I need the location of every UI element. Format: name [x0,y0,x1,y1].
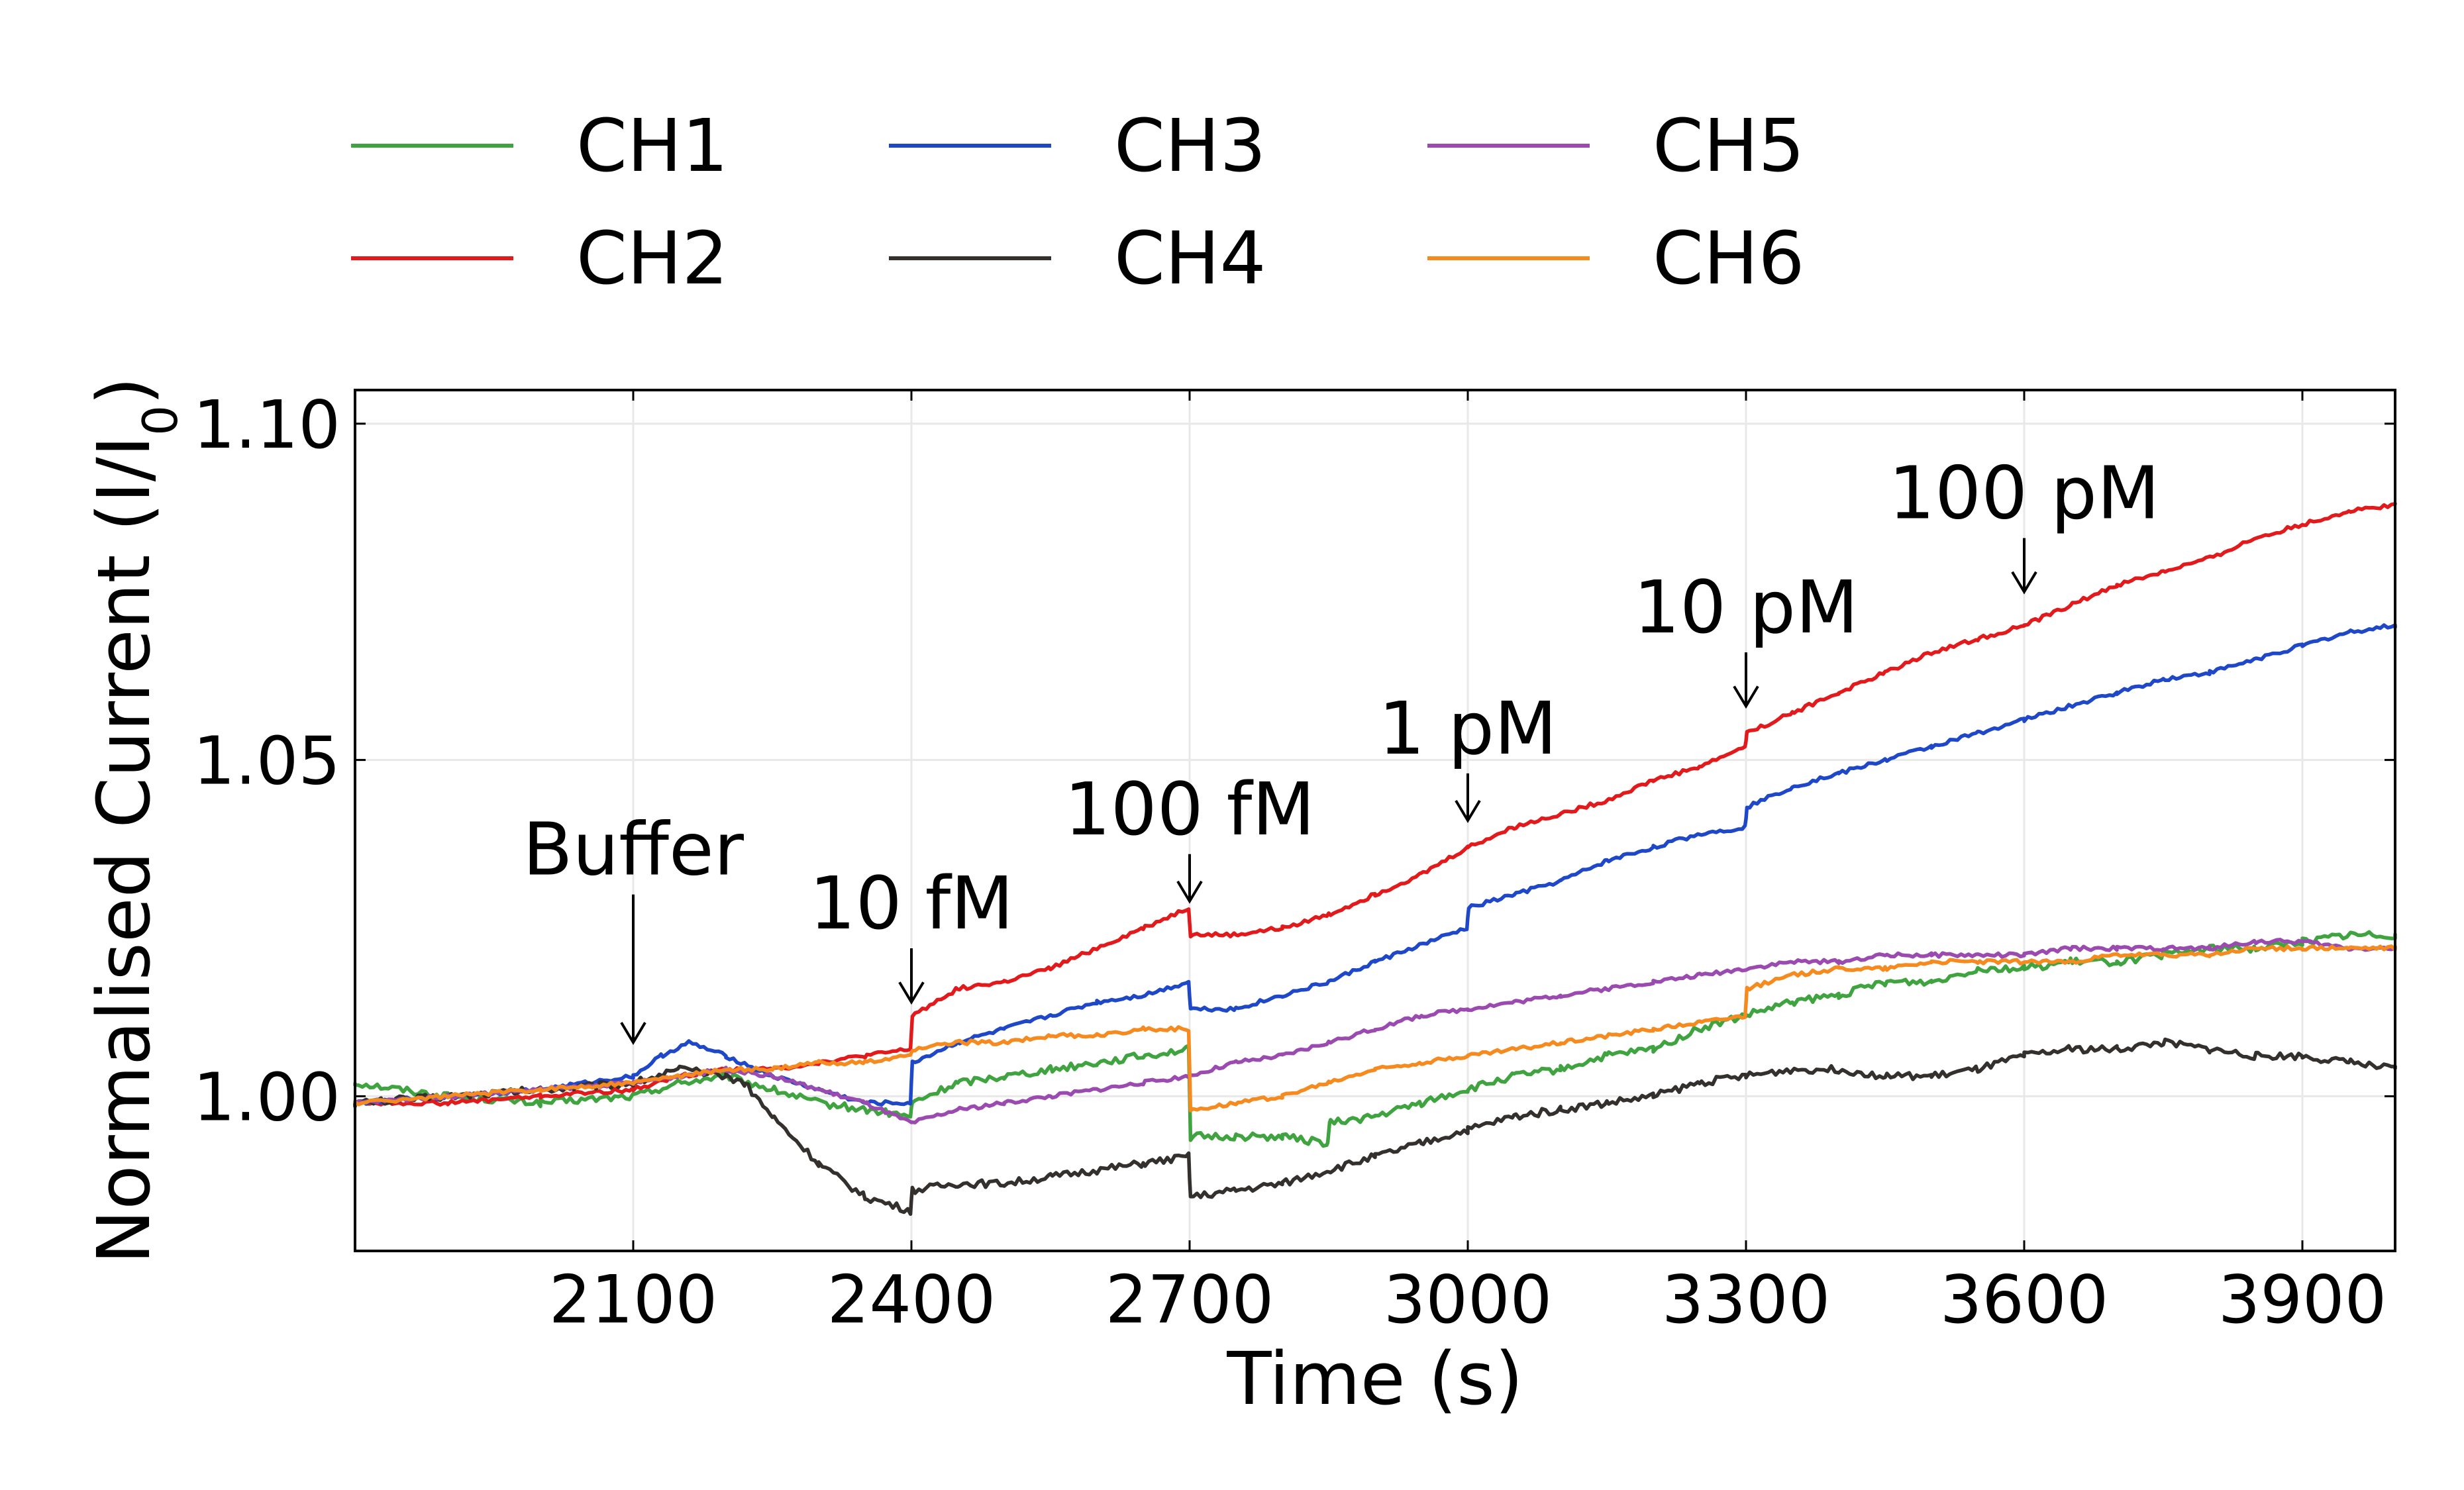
legend: CH1 CH2 CH3 CH4 CH5 CH6 [351,103,1805,301]
legend-label-ch2: CH2 [576,216,729,301]
y-tick-label: 1.10 [193,386,340,464]
y-tick-label: 1.05 [193,722,340,800]
legend-label-ch4: CH4 [1114,216,1266,301]
annotation-label: 1 pM [1378,686,1557,771]
y-axis-title-main: Normalised Current (I/I [81,436,166,1264]
series-line-ch4 [353,1037,2397,1217]
y-tick-labels: 1.00 1.05 1.10 [193,386,340,1136]
annotation-arrow-head [1733,685,1759,709]
series-line-ch1 [353,930,2397,1148]
series-line-ch6 [353,944,2397,1113]
series-line-ch3 [353,623,2397,1107]
series-line-ch5 [353,938,2397,1124]
y-tick-label: 1.00 [193,1058,340,1136]
annotation-label: 100 pM [1888,450,2160,535]
annotation-arrow-head [2011,571,2037,595]
x-tick-label: 3000 [1384,1261,1553,1338]
annotation-arrow-head [898,981,925,1005]
annotation-arrow-head [1176,880,1203,904]
annotation-label: Buffer [523,807,744,892]
annotation-arrow-head [620,1022,646,1046]
legend-label-ch3: CH3 [1114,103,1266,188]
annotations: Buffer 10 fM 100 fM 1 pM 10 pM 100 pM [523,450,2160,1046]
x-tick-label: 3600 [1940,1261,2109,1338]
plot-frame [354,389,2396,1252]
x-tick-label: 3900 [2218,1261,2387,1338]
x-axis-title: Time (s) [1226,1336,1523,1421]
x-tick-label: 2100 [549,1261,718,1338]
legend-label-ch1: CH1 [576,103,729,188]
annotation-label: 10 pM [1633,565,1859,650]
axis-ticks [355,390,2395,1251]
x-tick-label: 2700 [1105,1261,1274,1338]
x-tick-label: 2400 [827,1261,996,1338]
legend-label-ch6: CH6 [1653,216,1805,301]
annotation-label: 100 fM [1064,767,1315,852]
annotation-label: 10 fM [809,861,1014,946]
y-axis-title-end: ) [81,377,166,405]
series-lines [353,502,2397,1217]
series-line-ch2 [353,502,2397,1107]
y-axis-title-subscript: 0 [132,405,188,436]
legend-label-ch5: CH5 [1653,103,1805,188]
annotation-arrow-head [1455,799,1481,823]
x-tick-labels: 2100 2400 2700 3000 3300 3600 3900 [549,1261,2387,1338]
y-axis-title: Normalised Current (I/I0) [81,377,188,1264]
x-tick-label: 3300 [1662,1261,1831,1338]
